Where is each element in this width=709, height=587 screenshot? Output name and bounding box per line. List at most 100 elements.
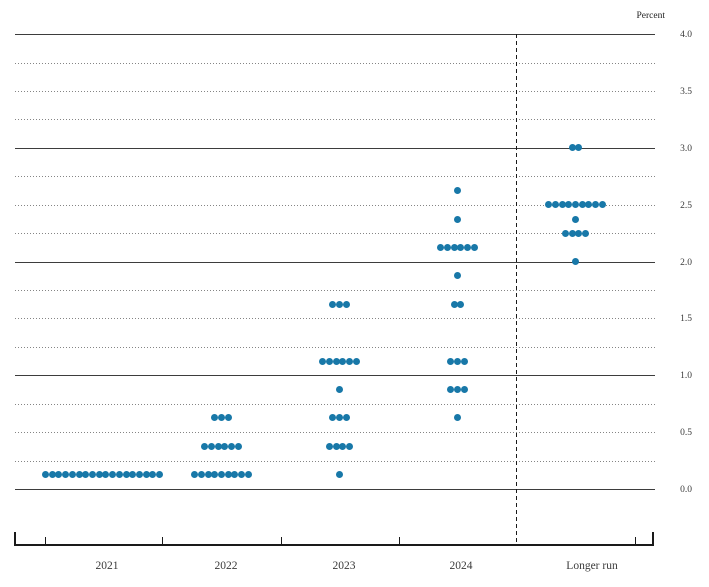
dot xyxy=(572,258,579,266)
dot xyxy=(325,442,333,450)
y-tick-label: 2.0 xyxy=(680,258,692,268)
dot xyxy=(437,243,445,251)
dot xyxy=(149,471,157,479)
dot xyxy=(244,471,252,479)
dot xyxy=(336,471,343,479)
gridline xyxy=(15,205,655,206)
dot xyxy=(562,229,569,237)
gridline xyxy=(15,176,655,177)
dot xyxy=(42,471,49,479)
dot xyxy=(346,442,354,450)
dot xyxy=(231,471,239,479)
x-axis xyxy=(15,544,653,546)
x-axis-label: 2024 xyxy=(449,560,473,572)
dot xyxy=(454,386,461,393)
dot xyxy=(55,471,63,479)
dot xyxy=(234,442,242,450)
x-axis-tick xyxy=(399,537,400,545)
dot xyxy=(221,442,229,450)
dot xyxy=(470,243,478,251)
y-tick-label: 0.5 xyxy=(680,428,692,438)
dot xyxy=(228,442,236,450)
y-tick-label: 0.0 xyxy=(680,485,692,495)
x-axis-end-tick xyxy=(14,532,16,546)
dot xyxy=(332,442,340,450)
x-axis-label: 2023 xyxy=(332,560,356,572)
x-axis-end-tick xyxy=(652,532,654,546)
dot xyxy=(575,229,583,237)
dot xyxy=(122,471,130,479)
dot xyxy=(197,471,205,479)
dot xyxy=(454,414,461,422)
dot xyxy=(598,201,606,209)
y-tick-label: 3.5 xyxy=(680,87,692,97)
dot xyxy=(95,471,103,479)
dot xyxy=(48,471,56,479)
dot xyxy=(319,357,327,365)
gridline xyxy=(15,119,655,120)
dot xyxy=(224,414,232,422)
dot xyxy=(329,414,337,422)
dot xyxy=(558,201,566,209)
dot xyxy=(585,201,593,209)
dot xyxy=(224,471,232,479)
dot xyxy=(336,300,343,308)
gridline xyxy=(15,290,655,291)
gridline xyxy=(15,63,655,64)
dot xyxy=(454,272,461,280)
dot xyxy=(447,386,455,393)
dot xyxy=(457,243,465,251)
dot xyxy=(332,357,340,365)
y-tick-label: 1.0 xyxy=(680,371,692,381)
dot xyxy=(352,357,360,365)
dot xyxy=(214,442,222,450)
dot xyxy=(325,357,333,365)
x-axis-tick xyxy=(635,537,636,545)
dot xyxy=(207,442,215,450)
dot xyxy=(578,201,586,209)
dot xyxy=(342,300,350,308)
dot xyxy=(572,201,579,209)
dot xyxy=(218,471,225,479)
gridline xyxy=(15,91,655,92)
gridline xyxy=(15,432,655,433)
dot xyxy=(454,357,461,365)
dot xyxy=(568,229,576,237)
dot xyxy=(155,471,163,479)
x-axis-label: 2022 xyxy=(214,560,238,572)
dot xyxy=(443,243,451,251)
x-axis-label: 2021 xyxy=(95,560,119,572)
dot xyxy=(464,243,472,251)
dot xyxy=(211,414,219,422)
gridline xyxy=(15,375,655,376)
x-axis-tick xyxy=(162,537,163,545)
y-axis-unit-label: Percent xyxy=(636,11,666,21)
y-tick-label: 1.5 xyxy=(680,314,692,324)
gridline xyxy=(15,148,655,149)
dot xyxy=(211,471,219,479)
dot xyxy=(454,215,461,223)
dot xyxy=(592,201,600,209)
dot xyxy=(88,471,96,479)
dot xyxy=(447,357,455,365)
y-tick-label: 2.5 xyxy=(680,201,692,211)
gridline xyxy=(15,233,655,234)
gridline xyxy=(15,318,655,319)
x-axis-tick xyxy=(281,537,282,545)
dot xyxy=(329,300,337,308)
dot xyxy=(75,471,83,479)
dot xyxy=(572,215,579,223)
gridline xyxy=(15,461,655,462)
x-axis-label: Longer run xyxy=(566,560,618,572)
gridline xyxy=(15,34,655,35)
dot xyxy=(457,300,465,308)
y-tick-label: 4.0 xyxy=(680,30,692,40)
gridline xyxy=(15,404,655,405)
dot xyxy=(545,201,553,209)
dot xyxy=(342,414,350,422)
dot xyxy=(460,386,468,393)
dot xyxy=(568,144,576,152)
dot xyxy=(191,471,199,479)
dot xyxy=(450,300,458,308)
